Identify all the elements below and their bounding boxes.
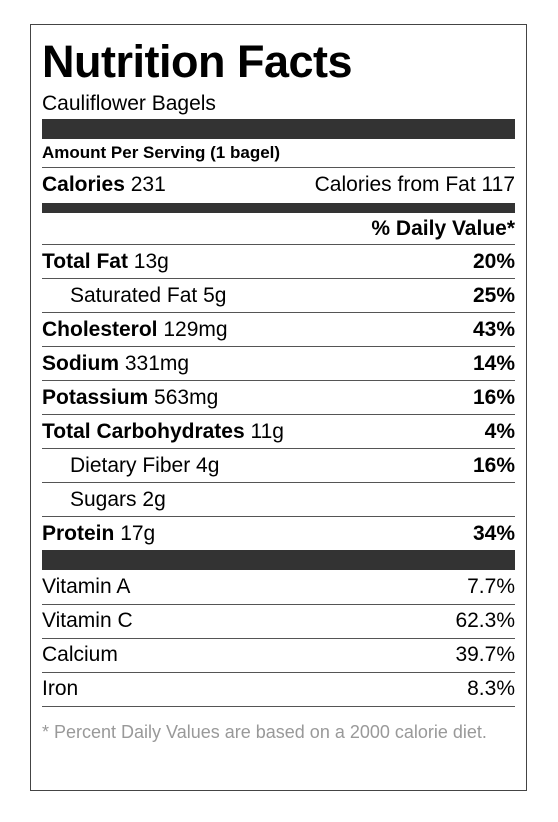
nutrient-amount: 17g: [120, 522, 156, 545]
divider: [42, 414, 515, 415]
nutrient-label: Sugars: [70, 488, 137, 511]
divider: [42, 604, 515, 605]
nutrient-label: Dietary Fiber: [70, 454, 191, 477]
thick-divider: [42, 119, 515, 139]
nutrient-row: Potassium 563mg 16%: [42, 381, 515, 415]
nutrition-label: Nutrition Facts Cauliflower Bagels Amoun…: [30, 24, 527, 791]
recipe-name: Cauliflower Bagels: [42, 92, 216, 115]
vitamin-row: Calcium 39.7%: [42, 638, 515, 672]
nutrient-amount: 2g: [142, 488, 166, 511]
vitamin-label: Iron: [42, 677, 79, 700]
calories-value: 231: [130, 173, 166, 196]
daily-value-header: % Daily Value*: [371, 217, 515, 240]
divider: [42, 346, 515, 347]
divider: [42, 380, 515, 381]
footnote: * Percent Daily Values are based on a 20…: [42, 722, 487, 742]
medium-divider: [42, 203, 515, 213]
nutrient-row: Saturated Fat 5g 25%: [42, 279, 515, 313]
divider: [42, 278, 515, 279]
vitamin-value: 39.7%: [455, 643, 515, 666]
vitamin-label: Calcium: [42, 643, 118, 666]
divider: [42, 244, 515, 245]
divider: [42, 638, 515, 639]
nutrient-daily-value: 20%: [472, 250, 515, 273]
nutrient-row: Total Carbohydrates 11g 4%: [42, 415, 515, 449]
nutrient-row: Sodium 331mg 14%: [42, 347, 515, 381]
nutrient-daily-value: 14%: [472, 352, 515, 375]
nutrient-row: Dietary Fiber 4g 16%: [42, 449, 515, 483]
divider: [42, 706, 515, 707]
nutrient-row: Total Fat 13g 20%: [42, 245, 515, 279]
divider: [42, 516, 515, 517]
nutrient-amount: 11g: [250, 420, 284, 443]
nutrient-row: Sugars 2g: [42, 483, 515, 517]
nutrient-amount: 13g: [133, 250, 169, 273]
divider: [42, 167, 515, 168]
nutrient-amount: 563mg: [154, 386, 219, 409]
calories-row: Calories 231 Calories from Fat 117: [42, 168, 515, 202]
divider: [42, 312, 515, 313]
nutrient-label: Cholesterol: [42, 318, 158, 341]
nutrient-label: Sodium: [42, 352, 119, 375]
nutrient-daily-value: 34%: [472, 522, 515, 545]
nutrient-amount: 129mg: [163, 318, 228, 341]
nutrition-label-content: Nutrition Facts Cauliflower Bagels Amoun…: [42, 25, 515, 790]
divider: [42, 448, 515, 449]
nutrient-row: Protein 17g 34%: [42, 517, 515, 551]
serving-size: Amount Per Serving (1 bagel): [42, 143, 281, 162]
nutrient-daily-value: 16%: [472, 454, 515, 477]
divider: [42, 672, 515, 673]
nutrient-daily-value: 25%: [472, 284, 515, 307]
daily-value-header-row: % Daily Value*: [42, 212, 515, 246]
nutrient-label: Total Fat: [42, 250, 128, 273]
vitamin-label: Vitamin A: [42, 575, 131, 598]
nutrient-amount: 331mg: [124, 352, 190, 375]
vitamin-value: 62.3%: [455, 609, 515, 632]
nutrient-label: Protein: [42, 522, 115, 545]
nutrient-daily-value: 16%: [472, 386, 515, 409]
vitamin-value: 8.3%: [467, 677, 515, 700]
vitamin-row: Vitamin C 62.3%: [42, 604, 515, 638]
nutrient-label: Potassium: [42, 386, 149, 409]
nutrition-title: Nutrition Facts: [42, 36, 353, 87]
nutrient-label: Total Carbohydrates: [42, 420, 245, 443]
nutrient-daily-value: 4%: [484, 420, 515, 443]
vitamin-label: Vitamin C: [42, 609, 133, 632]
nutrient-daily-value: 43%: [472, 318, 515, 341]
vitamin-value: 7.7%: [467, 575, 515, 598]
nutrient-row: Cholesterol 129mg 43%: [42, 313, 515, 347]
nutrient-amount: 4g: [196, 454, 220, 477]
vitamin-row: Iron 8.3%: [42, 672, 515, 706]
nutrient-amount: 5g: [203, 284, 227, 307]
thick-divider-vitamins: [42, 550, 515, 570]
calories-from-fat: Calories from Fat 117: [314, 173, 515, 196]
calories-label: Calories: [42, 173, 125, 196]
vitamin-row: Vitamin A 7.7%: [42, 570, 515, 604]
nutrient-label: Saturated Fat: [70, 284, 198, 307]
divider: [42, 482, 515, 483]
